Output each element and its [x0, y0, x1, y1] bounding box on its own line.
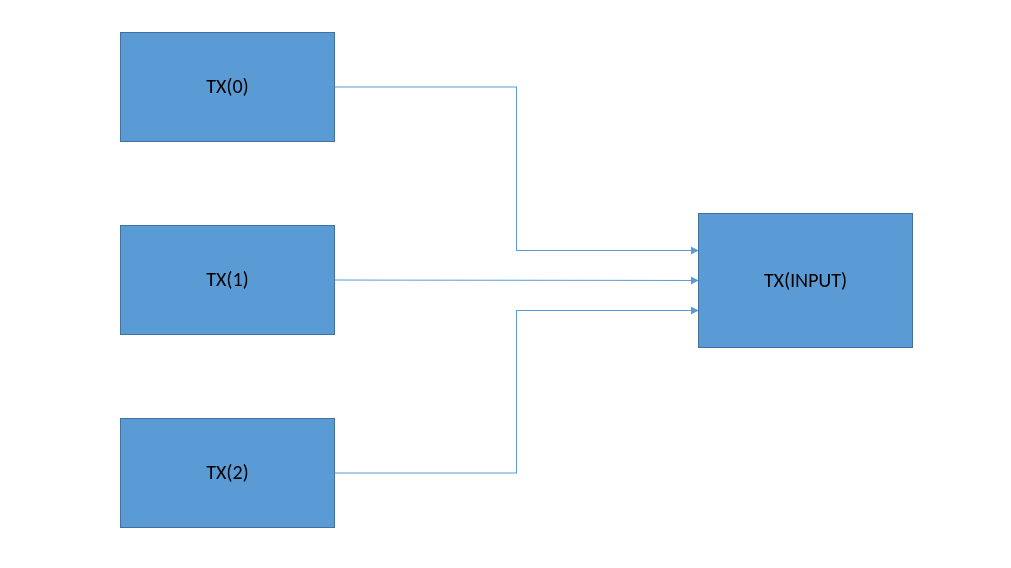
node-txin-label: TX(INPUT): [764, 269, 847, 293]
diagram-canvas: TX(0) TX(1) TX(2) TX(INPUT): [0, 0, 1011, 568]
edge-tx1-to-txin: [335, 280, 698, 281]
edge-tx0-to-txin: [335, 87, 698, 251]
node-txin: TX(INPUT): [698, 213, 913, 348]
node-tx0: TX(0): [120, 32, 335, 142]
node-tx2: TX(2): [120, 418, 335, 528]
node-tx2-label: TX(2): [206, 461, 248, 485]
node-tx1: TX(1): [120, 225, 335, 335]
edge-tx2-to-txin: [335, 311, 698, 474]
node-tx1-label: TX(1): [206, 268, 248, 292]
node-tx0-label: TX(0): [206, 75, 248, 99]
